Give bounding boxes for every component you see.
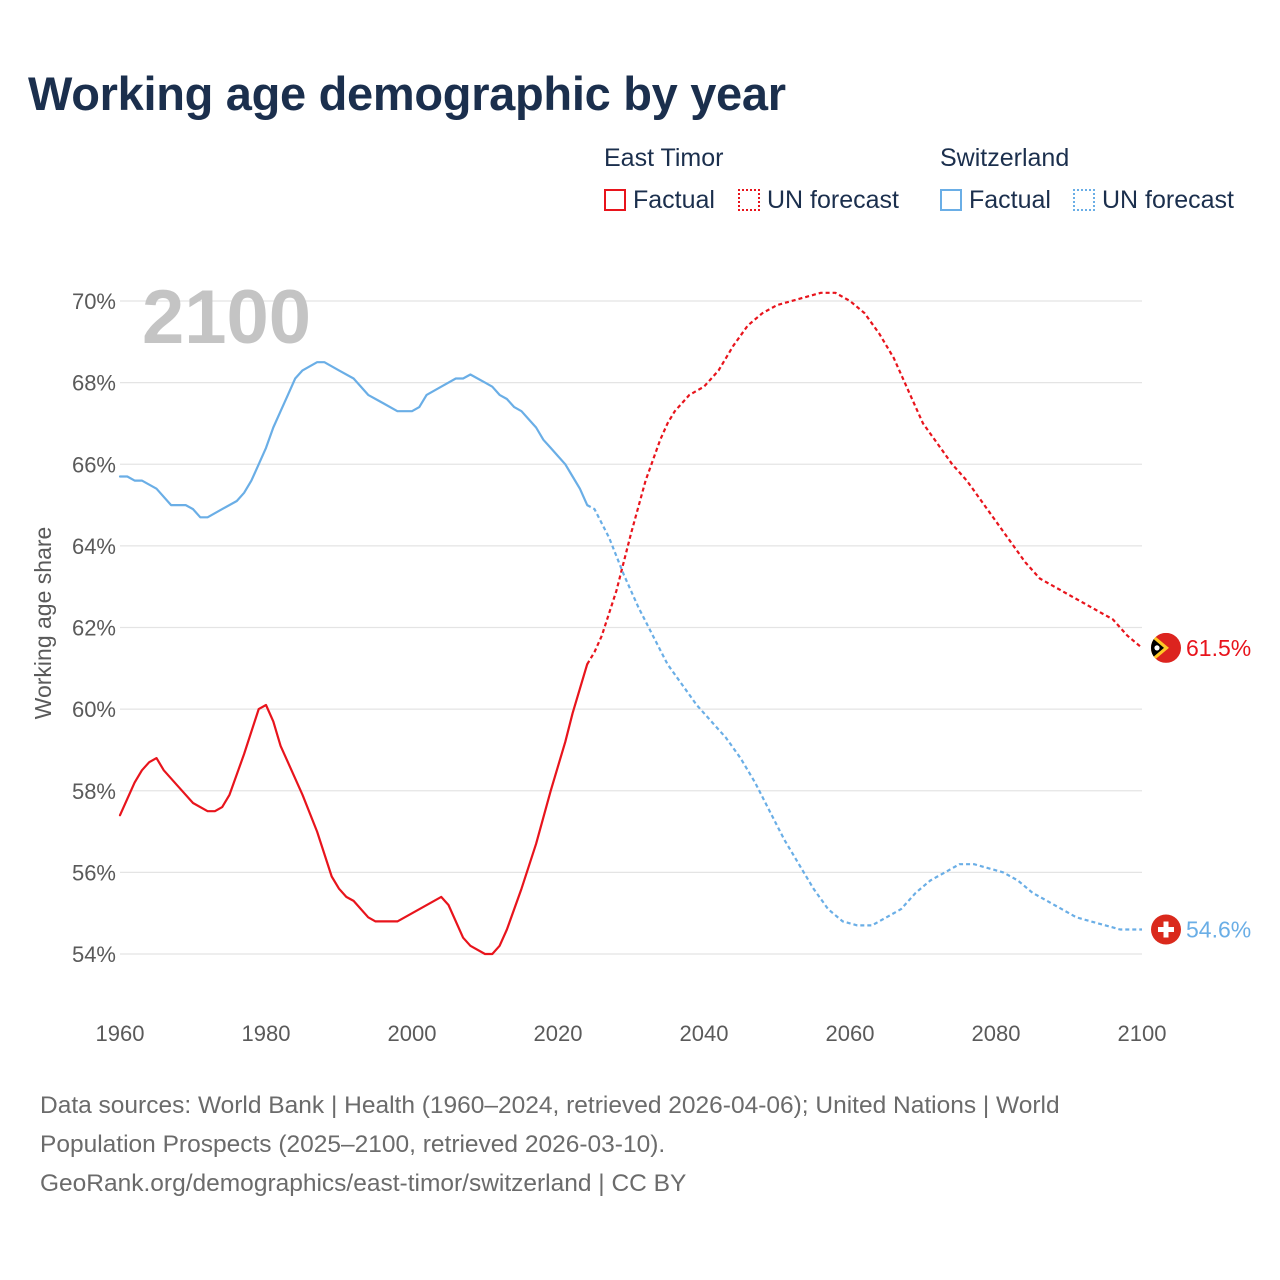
x-tick-label: 2040 <box>680 1021 729 1046</box>
source-line-1: Data sources: World Bank | Health (1960–… <box>40 1092 1060 1119</box>
legend-swatch-solid-blue <box>940 189 962 211</box>
x-tick-label: 1960 <box>96 1021 145 1046</box>
x-tick-label: 2000 <box>388 1021 437 1046</box>
x-tick-label: 2060 <box>826 1021 875 1046</box>
y-tick-label: 60% <box>72 697 116 722</box>
legend-swatch-dotted-red <box>738 189 760 211</box>
series-line-switzerland-forecast <box>586 504 1142 931</box>
series-line-switzerland-factual <box>118 361 589 519</box>
y-tick-label: 66% <box>72 452 116 477</box>
legend-swatch-solid-red <box>604 189 626 211</box>
source-line-2: Population Prospects (2025–2100, retriev… <box>40 1131 666 1158</box>
legend-group-switzerland: Switzerland <box>940 144 1070 172</box>
legend-label: Factual <box>633 185 715 214</box>
switzerland-flag-icon <box>1151 914 1181 945</box>
legend-swatch-dotted-blue <box>1073 189 1095 211</box>
y-tick-label: 64% <box>72 534 116 559</box>
x-axis-ticks: 1960 1980 2000 2020 2040 2060 2080 2100 <box>96 1021 1167 1046</box>
end-label-switzerland: 54.6% <box>1186 917 1251 943</box>
east-timor-flag-icon <box>1151 632 1181 663</box>
y-axis-ticks: 54% 56% 58% 60% 62% 64% 66% 68% 70% <box>72 289 116 967</box>
y-tick-label: 68% <box>72 371 116 396</box>
y-tick-label: 58% <box>72 779 116 804</box>
source-note: Data sources: World Bank | Health (1960–… <box>40 1086 1190 1203</box>
legend-switzerland-factual[interactable]: Factual <box>940 186 1051 214</box>
x-tick-label: 2020 <box>534 1021 583 1046</box>
legend-switzerland-forecast[interactable]: UN forecast <box>1073 186 1234 214</box>
series-line-east-timor-forecast <box>586 291 1143 665</box>
year-display: 2100 <box>142 275 311 360</box>
legend-label: UN forecast <box>1102 185 1234 214</box>
series-lines <box>118 291 1143 956</box>
series-line-east-timor-factual <box>118 663 589 956</box>
y-tick-label: 62% <box>72 616 116 641</box>
end-label-east-timor: 61.5% <box>1186 635 1251 661</box>
y-axis-label: Working age share <box>30 527 56 720</box>
legend-east-timor-factual[interactable]: Factual <box>604 186 715 214</box>
legend-east-timor-forecast[interactable]: UN forecast <box>738 186 899 214</box>
legend-group-east-timor: East Timor <box>604 144 724 172</box>
source-line-3[interactable]: GeoRank.org/demographics/east-timor/swit… <box>40 1170 687 1197</box>
y-tick-label: 56% <box>72 860 116 885</box>
legend-label: Factual <box>969 185 1051 214</box>
legend-label: UN forecast <box>767 185 899 214</box>
y-tick-label: 70% <box>72 289 116 314</box>
end-markers: 61.5% 54.6% <box>1151 632 1251 945</box>
chart-title: Working age demographic by year <box>28 67 786 120</box>
x-tick-label: 1980 <box>242 1021 291 1046</box>
y-tick-label: 54% <box>72 942 116 967</box>
x-tick-label: 2100 <box>1118 1021 1167 1046</box>
x-tick-label: 2080 <box>972 1021 1021 1046</box>
gridlines <box>120 300 1142 955</box>
